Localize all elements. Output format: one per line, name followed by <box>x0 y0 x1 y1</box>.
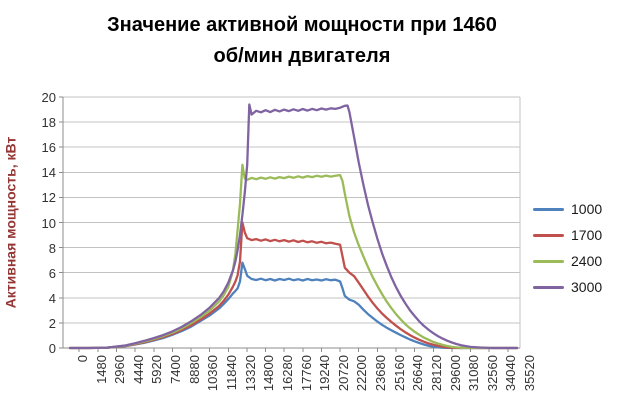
x-tick-label: 17760 <box>298 355 314 392</box>
legend-swatch-1700 <box>533 233 564 237</box>
x-tick-label: 11840 <box>223 355 239 391</box>
y-tick-label: 2 <box>48 315 56 331</box>
x-tick-label: 32560 <box>484 355 500 392</box>
legend-item-2400: 2400 <box>533 248 602 274</box>
x-tick-label: 13320 <box>242 355 258 392</box>
x-tick-label: 5920 <box>149 355 165 384</box>
x-tick-label: 20720 <box>335 355 351 392</box>
x-tick-label: 4440 <box>130 355 146 384</box>
x-tick-label: 19240 <box>317 355 333 392</box>
x-tick-label: 16280 <box>279 355 295 392</box>
x-tick-label: 29600 <box>447 355 463 392</box>
series-line-2400 <box>68 163 519 350</box>
y-tick-label: 10 <box>41 215 56 231</box>
y-tick-label: 0 <box>48 341 56 356</box>
y-tick-label: 8 <box>48 240 56 256</box>
legend-swatch-3000 <box>533 285 564 289</box>
x-tick-label: 0 <box>74 355 90 363</box>
x-tick-label: 26640 <box>410 355 426 392</box>
legend-item-1000: 1000 <box>533 196 602 222</box>
series-line-1700 <box>68 221 519 350</box>
x-tick-label: 22200 <box>354 355 370 392</box>
x-tick-label: 35520 <box>522 355 538 392</box>
series-line-3000 <box>68 103 519 350</box>
y-tick-label: 12 <box>41 190 56 206</box>
x-tick-label: 14800 <box>261 355 277 392</box>
series-line-1000 <box>68 261 519 350</box>
legend-label: 1700 <box>571 227 603 243</box>
x-tick-label: 7400 <box>168 355 184 384</box>
legend-swatch-2400 <box>533 259 564 263</box>
y-tick-label: 18 <box>41 115 56 131</box>
y-tick-label: 16 <box>41 140 56 156</box>
x-tick-label: 34040 <box>503 355 519 392</box>
y-tick-label: 4 <box>48 290 56 306</box>
legend-swatch-1000 <box>533 207 564 211</box>
legend-label: 1000 <box>571 201 603 217</box>
y-tick-label: 6 <box>48 265 56 281</box>
chart-title: Значение активной мощности при 1460 об/м… <box>107 14 497 67</box>
x-tick-label: 8880 <box>186 355 202 384</box>
x-tick-label: 2960 <box>112 355 128 384</box>
x-tick-label: 23680 <box>373 355 389 392</box>
x-tick-label: 25160 <box>391 355 407 392</box>
legend-label: 3000 <box>571 279 603 295</box>
x-tick-label: 10360 <box>205 355 221 392</box>
legend-item-1700: 1700 <box>533 222 602 248</box>
x-tick-label: 31080 <box>466 355 482 392</box>
legend-item-3000: 3000 <box>533 274 602 300</box>
legend: 1000 1700 2400 3000 <box>533 196 602 300</box>
x-tick-label: 28120 <box>428 355 444 392</box>
x-tick-label: 1480 <box>93 355 109 384</box>
y-tick-label: 14 <box>41 165 56 181</box>
legend-label: 2400 <box>571 253 603 269</box>
y-tick-label: 20 <box>41 90 56 105</box>
